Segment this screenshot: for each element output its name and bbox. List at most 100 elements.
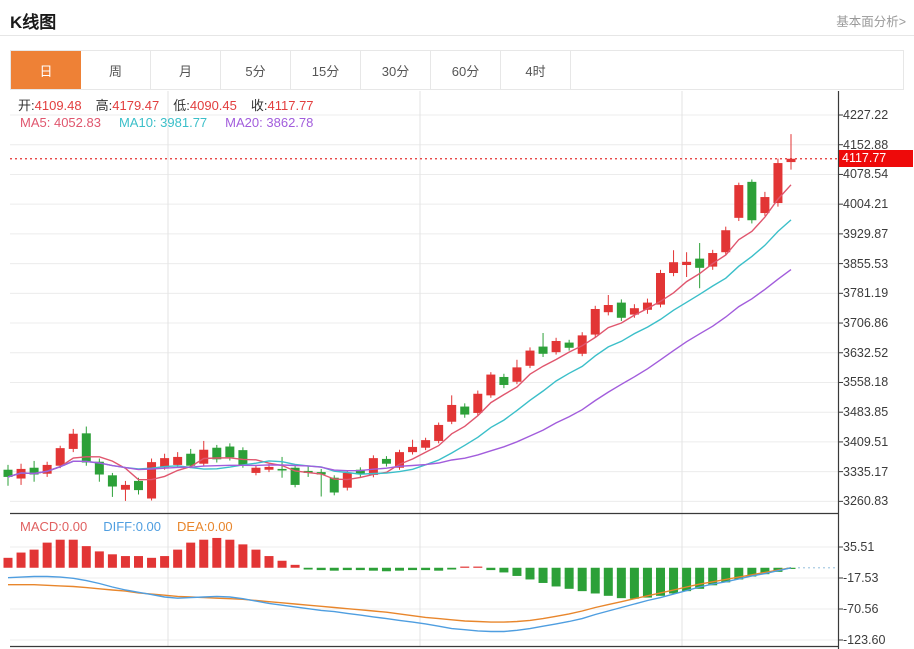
macd-bar-neg (499, 567, 509, 573)
macd-bar-pos (460, 566, 470, 568)
macd-bar-pos (42, 542, 52, 568)
ma10-value: 3981.77 (160, 115, 208, 130)
tab-period-4[interactable]: 5分 (221, 51, 291, 89)
candle-down (107, 475, 117, 487)
macd-bar-neg (434, 567, 444, 571)
macd-bar-pos (251, 549, 261, 568)
candle-up (16, 468, 26, 479)
macd-bar-pos (120, 556, 130, 568)
title-divider (0, 35, 914, 36)
tab-period-2[interactable]: 周 (81, 51, 151, 89)
candle-down (277, 468, 287, 471)
candle-up (264, 466, 274, 470)
macd-bar-neg (303, 567, 313, 570)
candle-down (29, 467, 39, 475)
candle-down (695, 258, 705, 268)
macd-bar-neg (368, 567, 378, 571)
macd-bar-neg (656, 567, 665, 596)
macd-bar-neg (642, 567, 652, 598)
tab-period-5[interactable]: 15分 (291, 51, 361, 89)
macd-bar-neg (395, 567, 404, 571)
tab-period-1[interactable]: 日 (11, 51, 81, 89)
macd-bar-neg (329, 567, 339, 571)
macd-axis-label: -70.56 (843, 602, 879, 616)
tab-period-6[interactable]: 30分 (361, 51, 431, 89)
candle-down (94, 461, 104, 475)
macd-bar-pos (238, 544, 248, 568)
macd-bar-neg (747, 567, 757, 577)
candle-up (642, 302, 652, 310)
macd-label: MACD: (20, 519, 62, 534)
macd-bar-neg (590, 567, 600, 594)
fundamental-analysis-link[interactable]: 基本面分析> (836, 15, 906, 29)
candle-up (160, 458, 170, 468)
macd-bar-neg (512, 567, 522, 576)
candle-down (134, 480, 143, 491)
candle-up (577, 335, 587, 354)
candle-up (251, 467, 261, 473)
tab-period-3[interactable]: 月 (151, 51, 221, 89)
candle-up (590, 308, 600, 335)
candle-up (669, 262, 679, 274)
candle-down (186, 453, 196, 466)
price-axis-label: 3260.83 (843, 494, 889, 509)
high-label: 高: (95, 98, 113, 113)
macd-bar-pos (173, 549, 183, 568)
macd-bar-pos (473, 566, 483, 568)
macd-bar-pos (134, 556, 143, 568)
macd-bar-pos (160, 556, 170, 568)
macd-bar-neg (721, 567, 731, 583)
macd-bar-pos (3, 557, 13, 568)
ma5-value: 4052.83 (53, 115, 101, 130)
candle-up (68, 433, 78, 449)
diff-label: DIFF: (103, 519, 136, 534)
candle-up (603, 304, 613, 313)
candle-up (395, 452, 404, 468)
candle-up (120, 484, 130, 490)
macd-bar-neg (734, 567, 744, 580)
candle-up (473, 393, 483, 413)
macd-bar-neg (616, 567, 626, 599)
high-value: 4179.47 (112, 98, 160, 113)
open-label: 开: (18, 98, 35, 113)
macd-axis-label: 35.51 (843, 540, 875, 554)
candle-up (408, 446, 418, 453)
macd-bar-neg (577, 567, 587, 592)
candle-down (3, 469, 13, 477)
candle-up (55, 448, 65, 466)
candle-up (773, 163, 783, 204)
candle-down (225, 446, 235, 458)
macd-axis-label: -123.60 (843, 633, 886, 647)
macd-bar-pos (199, 539, 209, 568)
ma5-label: MA5: (20, 115, 51, 130)
candle-down (499, 376, 509, 385)
macd-bar-neg (408, 567, 418, 571)
candle-down (329, 477, 339, 493)
candle-up (342, 472, 352, 488)
candle-up (421, 440, 431, 448)
candle-down (616, 302, 626, 318)
macd-bar-neg (421, 567, 431, 571)
candle-down (212, 447, 222, 460)
macd-bar-pos (212, 537, 222, 568)
low-label: 低: (173, 98, 190, 113)
candle-up (760, 197, 770, 214)
candle-up (512, 367, 522, 382)
ma20-line (7, 269, 792, 478)
tab-period-8[interactable]: 4时 (501, 51, 571, 89)
candle-up (525, 350, 535, 366)
candle-down (81, 433, 91, 463)
last-price-badge: 4117.77 (839, 150, 913, 168)
price-axis-label: 3409.51 (843, 434, 889, 449)
tab-period-7[interactable]: 60分 (431, 51, 501, 89)
candle-down (460, 406, 470, 415)
candle-down (238, 450, 248, 465)
candle-up (734, 185, 744, 218)
macd-readout: MACD:0.00 DIFF:0.00 DEA:0.00 (20, 519, 233, 534)
candle-up (199, 449, 209, 464)
candle-down (381, 458, 391, 464)
price-axis-label: 4227.22 (843, 108, 889, 122)
ma-readout: MA5: 4052.83 MA10: 3981.77 MA20: 3862.78 (20, 115, 313, 130)
candle-down (290, 467, 300, 485)
